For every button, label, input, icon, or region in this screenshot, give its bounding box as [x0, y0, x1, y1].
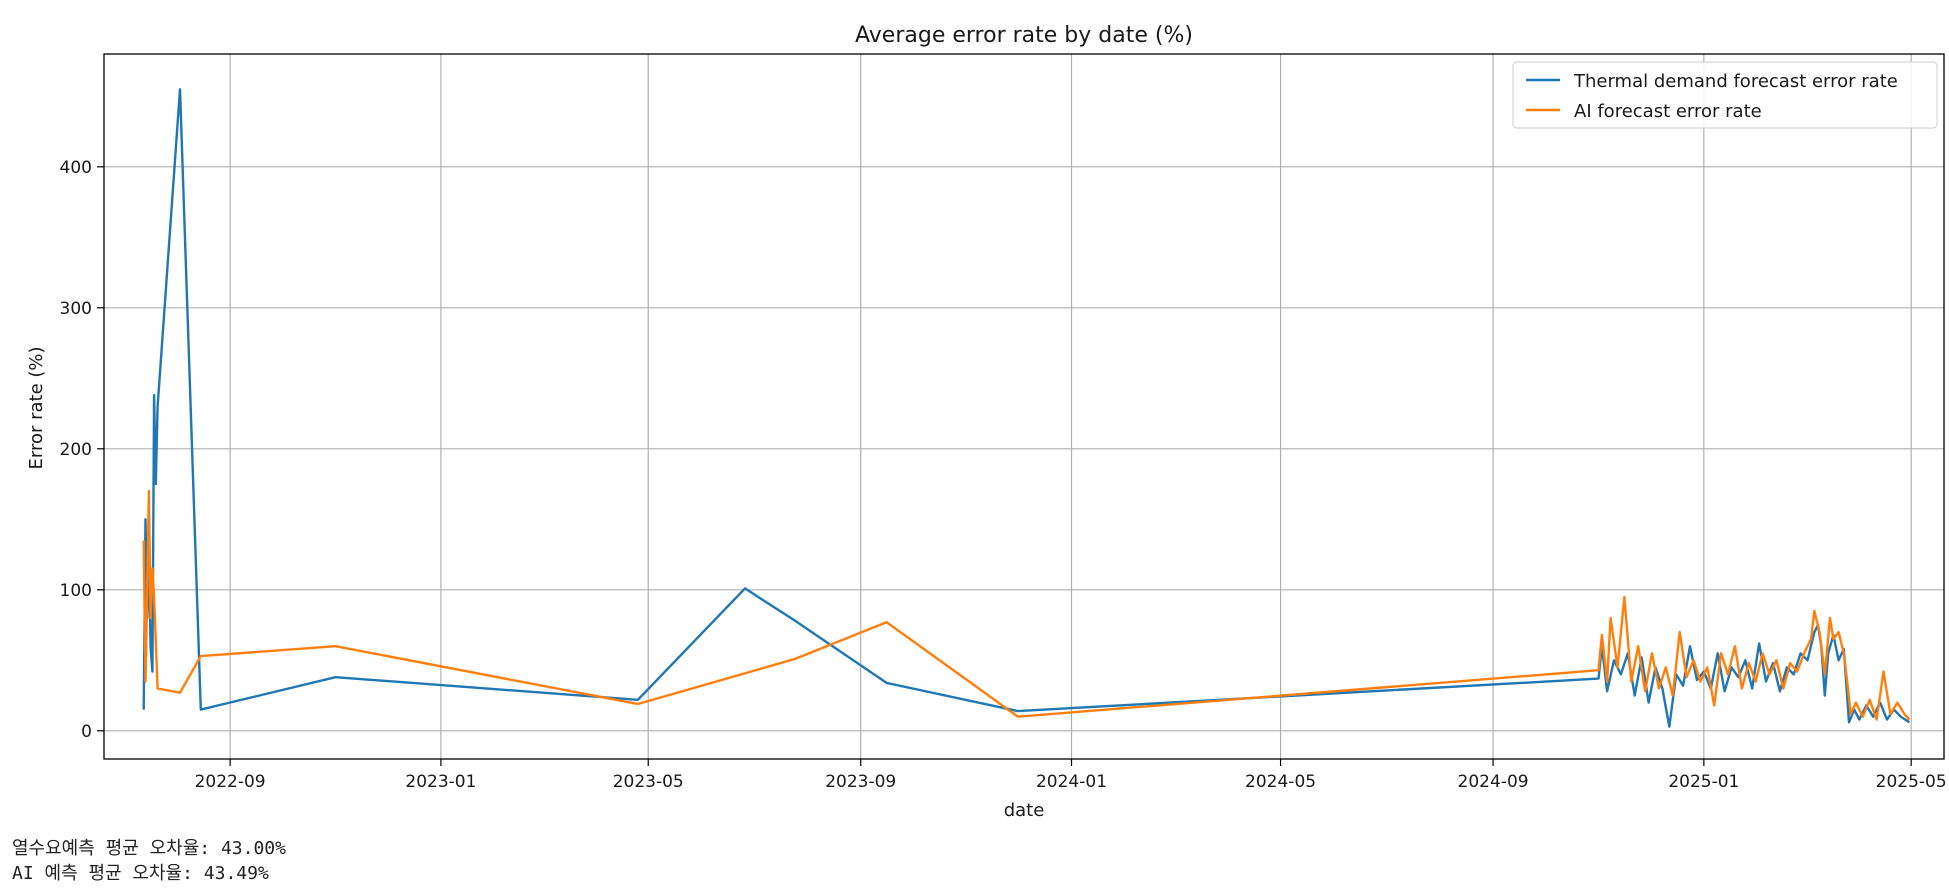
stats-summary: 열수요예측 평균 오차율: 43.00% AI 예측 평균 오차율: 43.49%	[12, 836, 286, 886]
chart-title: Average error rate by date (%)	[855, 23, 1193, 48]
y-tick-label: 400	[60, 158, 92, 178]
x-tick-label: 2023-01	[405, 772, 476, 792]
series-lines	[142, 88, 1911, 728]
ai-average-error-text: AI 예측 평균 오차율: 43.49%	[12, 863, 269, 884]
legend-label-ai: AI forecast error rate	[1574, 101, 1762, 122]
y-tick-label: 200	[60, 440, 92, 460]
y-axis-label: Error rate (%)	[26, 346, 47, 469]
y-tick-label: 100	[60, 581, 92, 601]
x-tick-label: 2024-05	[1245, 772, 1316, 792]
series-line-ai	[142, 489, 1911, 721]
legend-box	[1512, 61, 1938, 129]
x-axis-ticks: 2022-09 2023-01 2023-05 2023-09 2024-01 2024-…	[195, 759, 1947, 792]
x-tick-label: 2025-05	[1876, 772, 1947, 792]
legend: Thermal demand forecast error rate AI fo…	[1512, 61, 1938, 129]
x-tick-label: 2025-01	[1668, 772, 1739, 792]
x-tick-label: 2023-09	[825, 772, 896, 792]
line-chart: 0 100 200 300 400 2022-09 2023-01 2023-05 2023-…	[26, 23, 1947, 820]
series-line-thermal	[142, 88, 1911, 728]
x-tick-label: 2024-09	[1458, 772, 1529, 792]
thermal-average-error-text: 열수요예측 평균 오차율: 43.00%	[12, 838, 286, 859]
x-axis-label: date	[1004, 800, 1045, 820]
y-tick-label: 0	[81, 722, 92, 742]
legend-label-thermal: Thermal demand forecast error rate	[1573, 71, 1898, 92]
y-tick-label: 300	[60, 299, 92, 319]
y-axis-ticks: 0 100 200 300 400	[60, 158, 104, 742]
x-tick-label: 2022-09	[195, 772, 266, 792]
plot-frame	[103, 53, 1945, 760]
x-tick-label: 2023-05	[613, 772, 684, 792]
grid-lines	[104, 54, 1944, 759]
x-tick-label: 2024-01	[1036, 772, 1107, 792]
